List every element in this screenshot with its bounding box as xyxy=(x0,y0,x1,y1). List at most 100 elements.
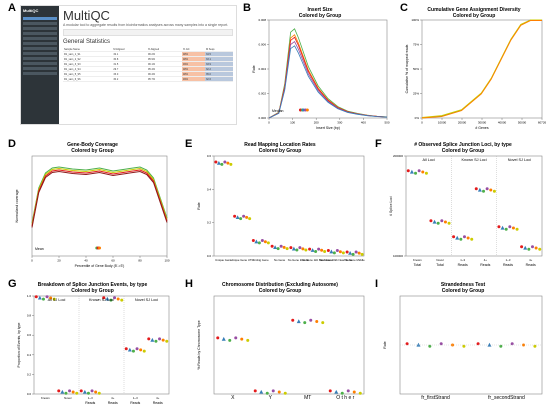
x-tick-label: 100 xyxy=(290,121,295,125)
data-point xyxy=(71,390,75,394)
data-point xyxy=(285,247,289,251)
series-line xyxy=(421,19,542,118)
data-point xyxy=(295,248,299,252)
sidebar-item[interactable] xyxy=(23,67,57,70)
data-point xyxy=(158,337,162,341)
data-point xyxy=(259,389,264,394)
sidebar-item[interactable] xyxy=(23,47,57,50)
data-point xyxy=(459,237,463,241)
y-tick-label: 0.4 xyxy=(27,353,32,357)
data-point xyxy=(321,321,325,325)
sidebar-item[interactable] xyxy=(23,17,57,20)
data-point xyxy=(405,342,409,346)
table-row: R1_sam_5_S5 33.0 96.4% 48% 35.0 xyxy=(63,71,233,77)
category-label: Unique Gene UTR xyxy=(231,258,254,262)
y-tick-label: 100000 xyxy=(393,254,403,258)
table-header[interactable]: Sample Name xyxy=(63,47,113,52)
data-point xyxy=(522,343,526,347)
data-point xyxy=(357,251,361,255)
y-tick-label: 1.0 xyxy=(27,294,32,298)
mean-point xyxy=(98,246,101,250)
sidebar-item[interactable] xyxy=(23,57,57,60)
sidebar-item[interactable] xyxy=(23,32,57,35)
x-tick-label: 10000 xyxy=(438,121,447,125)
sidebar-item[interactable] xyxy=(23,42,57,45)
plot-frame xyxy=(405,155,543,257)
y-tick-label: 0.2 xyxy=(27,372,32,376)
table-header[interactable]: M Aligned xyxy=(112,47,147,52)
category-label-line2: Reads xyxy=(526,263,536,267)
x-tick-label: 0 xyxy=(268,121,270,125)
group-label: All SJ Loci xyxy=(48,298,66,302)
data-point xyxy=(326,249,330,253)
data-point xyxy=(233,214,237,218)
data-point xyxy=(421,170,425,174)
x-tick-label: 20 xyxy=(57,259,61,263)
data-point xyxy=(116,297,120,301)
panel-letter-i: I xyxy=(375,278,379,290)
x-tick-label: 80 xyxy=(138,259,142,263)
y-axis-label: # Splice Loci xyxy=(389,196,393,216)
category-label-line2: Reads xyxy=(108,401,118,405)
y-tick-label: 0.002 xyxy=(258,92,266,96)
data-point xyxy=(37,295,42,300)
data-point xyxy=(452,235,456,239)
data-point xyxy=(538,247,542,251)
data-point xyxy=(263,240,267,244)
data-point xyxy=(86,391,90,395)
data-point xyxy=(440,219,444,223)
data-point xyxy=(416,342,421,347)
plot-frame xyxy=(421,19,543,119)
data-point xyxy=(470,237,474,241)
table-header[interactable]: M Seqs xyxy=(205,47,233,52)
data-point xyxy=(147,337,151,341)
y-axis-label: Proportion of Events, by type xyxy=(17,322,21,367)
chart-subtitle: Colored by Group xyxy=(259,148,302,154)
sidebar-item[interactable] xyxy=(23,62,57,65)
x-axis-label: Percentile of Gene Body (5'->3') xyxy=(75,264,125,268)
sidebar-item[interactable] xyxy=(23,22,57,25)
x-tick-label: 0 xyxy=(421,121,423,125)
y-tick-label: 0.004 xyxy=(258,67,266,71)
category-label: No Gene Middle xyxy=(345,258,366,262)
data-point xyxy=(329,249,334,254)
data-point xyxy=(309,318,313,322)
data-point xyxy=(223,160,227,164)
series-line xyxy=(31,169,168,227)
data-point xyxy=(97,391,101,395)
category-label: Novel xyxy=(64,396,72,400)
table-header[interactable]: % Aligned xyxy=(146,47,182,52)
sidebar-item[interactable] xyxy=(23,72,57,75)
data-point xyxy=(251,239,255,243)
data-point xyxy=(282,245,286,249)
toolbox-bar[interactable] xyxy=(63,29,233,36)
data-point xyxy=(216,160,221,165)
x-tick-label: 200 xyxy=(314,121,319,125)
data-point xyxy=(234,336,238,340)
data-point xyxy=(260,239,264,243)
data-point xyxy=(334,389,339,394)
category-label: Novel xyxy=(436,258,444,262)
sidebar-item[interactable] xyxy=(23,52,57,55)
y-axis-label: Normalized coverage xyxy=(15,189,19,222)
data-point xyxy=(127,347,132,352)
data-point xyxy=(291,246,296,251)
series-line xyxy=(31,167,168,225)
sidebar-item[interactable] xyxy=(23,37,57,40)
y-tick-label: 0.0 xyxy=(207,254,212,258)
data-point xyxy=(320,248,324,252)
series-line xyxy=(421,20,542,119)
category-label: No Gene Intronic xyxy=(288,258,310,262)
y-tick-label: 0% xyxy=(415,116,420,120)
page-title: MultiQC xyxy=(63,8,110,23)
chart-subtitle: Colored by Group xyxy=(442,148,485,154)
category-label-line2: Reads xyxy=(153,401,163,405)
data-point xyxy=(439,342,443,346)
sidebar-item[interactable] xyxy=(23,27,57,30)
table-header[interactable]: % GC xyxy=(181,47,206,52)
data-point xyxy=(57,389,61,393)
category-label: Ambig Gene xyxy=(253,258,269,262)
